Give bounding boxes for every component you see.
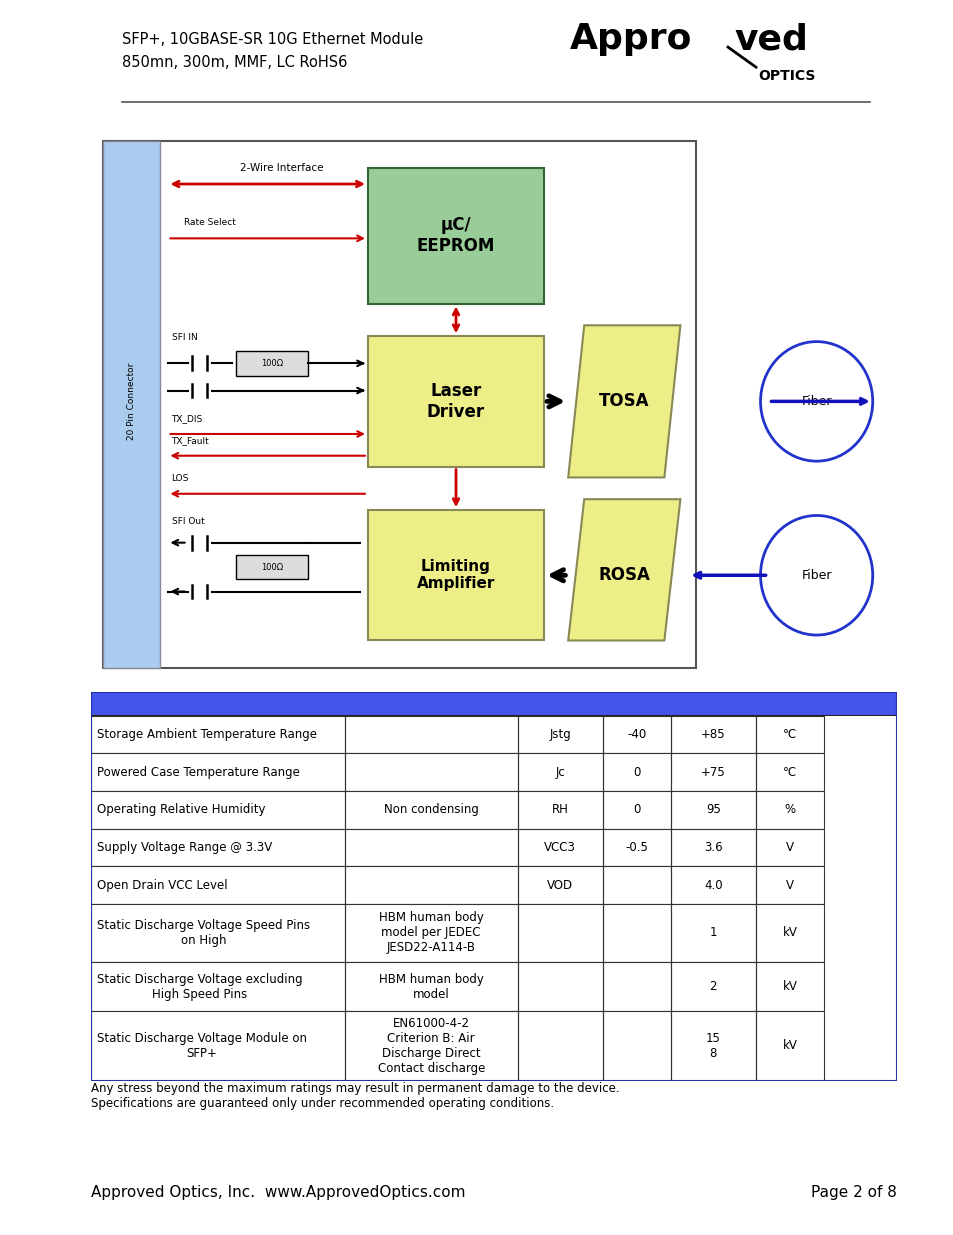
Text: TX_DIS: TX_DIS: [172, 414, 203, 424]
Polygon shape: [568, 325, 679, 478]
Text: °C: °C: [782, 727, 796, 741]
Text: 100Ω: 100Ω: [260, 563, 282, 572]
Text: 0: 0: [633, 803, 639, 816]
FancyBboxPatch shape: [235, 351, 308, 375]
Text: 2: 2: [709, 981, 717, 993]
Text: ROSA: ROSA: [598, 567, 650, 584]
FancyBboxPatch shape: [91, 829, 896, 866]
Text: TOSA: TOSA: [598, 393, 649, 410]
Text: kV: kV: [781, 981, 797, 993]
Text: Operating Relative Humidity: Operating Relative Humidity: [97, 803, 265, 816]
Text: LOS: LOS: [172, 474, 189, 483]
Text: Jstg: Jstg: [549, 727, 571, 741]
Text: V: V: [785, 841, 793, 853]
Text: μC/
EEPROM: μC/ EEPROM: [416, 216, 495, 256]
Text: Fiber: Fiber: [801, 395, 831, 408]
FancyBboxPatch shape: [91, 790, 896, 829]
Text: 95: 95: [705, 803, 720, 816]
Text: 100Ω: 100Ω: [260, 359, 282, 368]
FancyBboxPatch shape: [91, 716, 896, 753]
Text: Static Discharge Voltage Module on
SFP+: Static Discharge Voltage Module on SFP+: [97, 1031, 307, 1060]
FancyBboxPatch shape: [103, 141, 159, 668]
Polygon shape: [568, 499, 679, 641]
Text: ved: ved: [733, 22, 807, 56]
Ellipse shape: [760, 515, 872, 635]
Text: kV: kV: [781, 1040, 797, 1052]
Text: Open Drain VCC Level: Open Drain VCC Level: [97, 878, 228, 892]
Text: Appro: Appro: [569, 22, 692, 56]
Text: Static Discharge Voltage excluding
High Speed Pins: Static Discharge Voltage excluding High …: [97, 973, 302, 1000]
Text: kV: kV: [781, 926, 797, 940]
Text: Storage Ambient Temperature Range: Storage Ambient Temperature Range: [97, 727, 316, 741]
FancyBboxPatch shape: [91, 962, 896, 1011]
Text: RH: RH: [551, 803, 568, 816]
Text: Laser
Driver: Laser Driver: [427, 382, 484, 421]
Ellipse shape: [760, 342, 872, 461]
FancyBboxPatch shape: [91, 692, 896, 716]
Text: VCC3: VCC3: [544, 841, 576, 853]
Text: Powered Case Temperature Range: Powered Case Temperature Range: [97, 766, 299, 778]
Text: Static Discharge Voltage Speed Pins
on High: Static Discharge Voltage Speed Pins on H…: [97, 919, 310, 947]
Text: 15
8: 15 8: [705, 1031, 720, 1060]
Text: Any stress beyond the maximum ratings may result in permanent damage to the devi: Any stress beyond the maximum ratings ma…: [91, 1082, 618, 1110]
Text: VOD: VOD: [547, 878, 573, 892]
Text: 850mn, 300m, MMF, LC RoHS6: 850mn, 300m, MMF, LC RoHS6: [122, 56, 347, 70]
Text: TX_Fault: TX_Fault: [172, 436, 209, 445]
Text: °C: °C: [782, 766, 796, 778]
Text: Page 2 of 8: Page 2 of 8: [810, 1184, 896, 1200]
Text: SFI IN: SFI IN: [172, 332, 197, 342]
Text: +85: +85: [700, 727, 725, 741]
Text: EN61000-4-2
Criterion B: Air
Discharge Direct
Contact discharge: EN61000-4-2 Criterion B: Air Discharge D…: [377, 1016, 484, 1074]
Text: Non condensing: Non condensing: [383, 803, 478, 816]
FancyBboxPatch shape: [103, 141, 696, 668]
Text: +75: +75: [700, 766, 725, 778]
Text: OPTICS: OPTICS: [758, 69, 815, 83]
FancyBboxPatch shape: [91, 904, 896, 962]
Text: 0: 0: [633, 766, 639, 778]
FancyBboxPatch shape: [91, 1011, 896, 1081]
FancyBboxPatch shape: [91, 753, 896, 790]
Text: 4.0: 4.0: [703, 878, 722, 892]
Text: Jc: Jc: [555, 766, 564, 778]
Text: 3.6: 3.6: [703, 841, 722, 853]
FancyBboxPatch shape: [368, 510, 543, 641]
FancyBboxPatch shape: [368, 168, 543, 304]
Text: -0.5: -0.5: [624, 841, 647, 853]
Text: Supply Voltage Range @ 3.3V: Supply Voltage Range @ 3.3V: [97, 841, 272, 853]
Text: Limiting
Amplifier: Limiting Amplifier: [416, 559, 495, 592]
Text: 20 Pin Connector: 20 Pin Connector: [127, 363, 136, 440]
FancyBboxPatch shape: [368, 336, 543, 467]
FancyBboxPatch shape: [91, 866, 896, 904]
Text: HBM human body
model per JEDEC
JESD22-A114-B: HBM human body model per JEDEC JESD22-A1…: [378, 911, 483, 955]
Text: -40: -40: [626, 727, 646, 741]
Text: %: %: [783, 803, 795, 816]
Text: 1: 1: [709, 926, 717, 940]
FancyBboxPatch shape: [235, 555, 308, 579]
Text: Rate Select: Rate Select: [183, 217, 235, 226]
Text: HBM human body
model: HBM human body model: [378, 973, 483, 1000]
Text: SFI Out: SFI Out: [172, 517, 204, 526]
Text: V: V: [785, 878, 793, 892]
Text: Fiber: Fiber: [801, 569, 831, 582]
Text: Approved Optics, Inc.  www.ApprovedOptics.com: Approved Optics, Inc. www.ApprovedOptics…: [91, 1184, 465, 1200]
Text: 2-Wire Interface: 2-Wire Interface: [239, 163, 323, 173]
Text: SFP+, 10GBASE-SR 10G Ethernet Module: SFP+, 10GBASE-SR 10G Ethernet Module: [122, 32, 423, 47]
